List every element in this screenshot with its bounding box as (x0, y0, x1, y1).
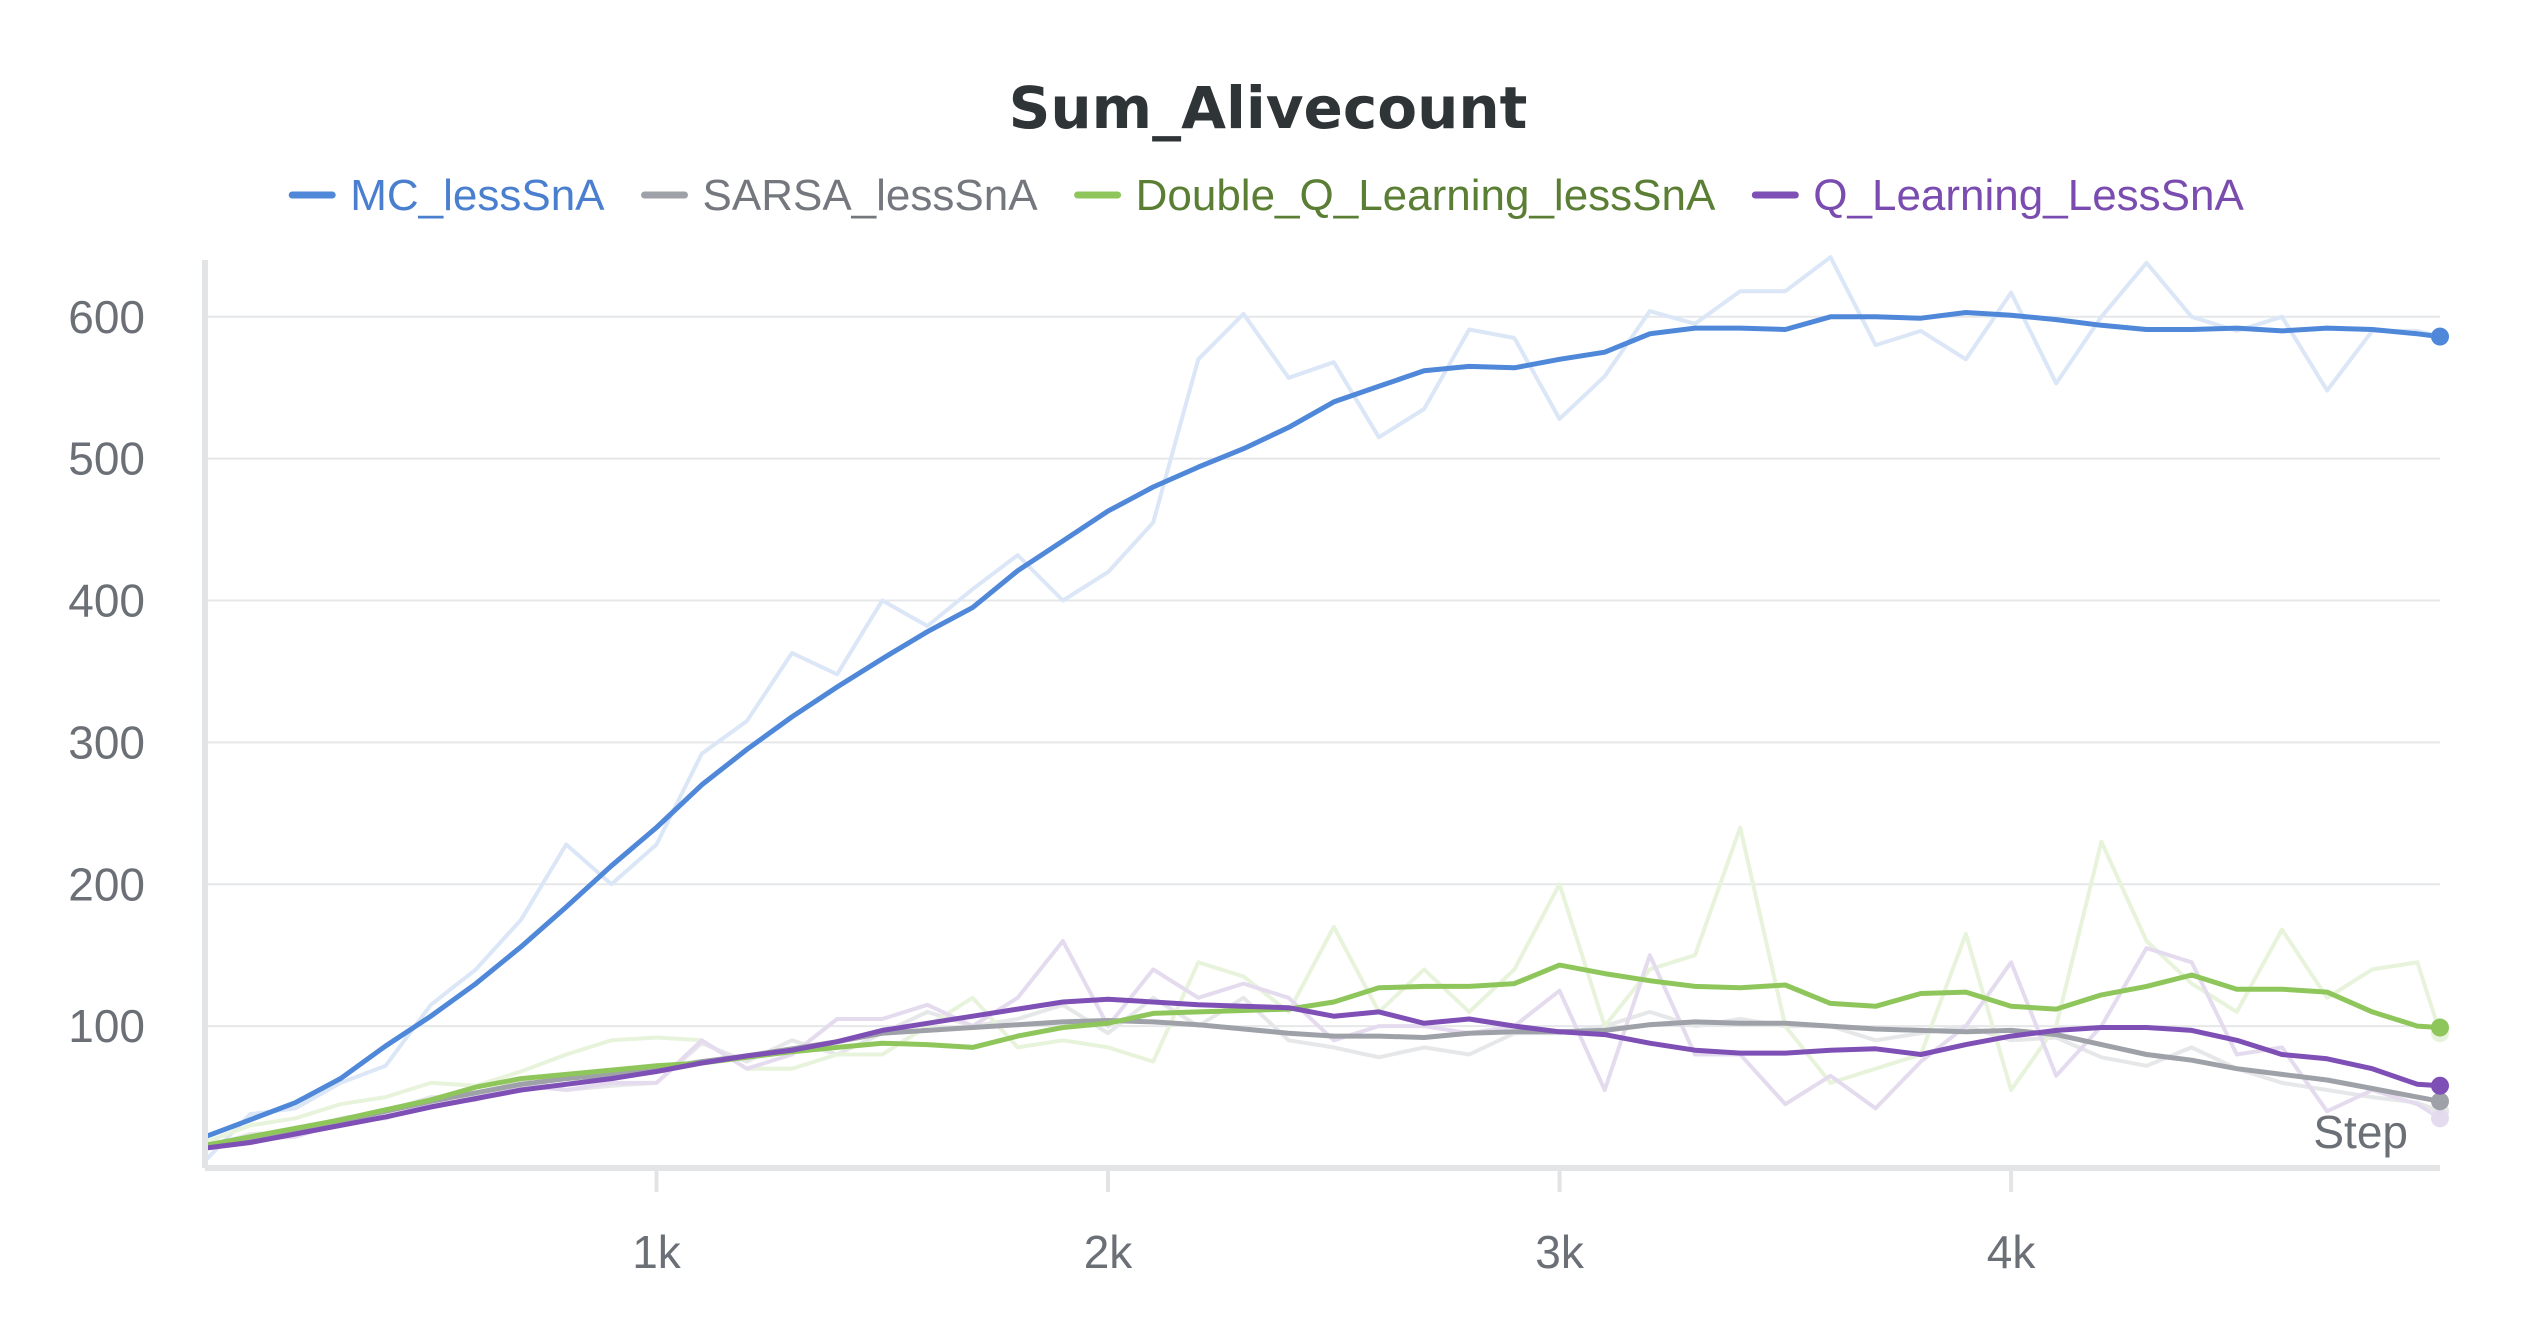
legend-label: MC_lessSnA (350, 171, 605, 220)
axes: 100 200 300 400 500 600 1k 2k 3k 4k (68, 260, 2440, 1278)
y-tick-label: 400 (68, 575, 145, 627)
y-tick-label: 600 (68, 291, 145, 343)
x-tick-label: 1k (632, 1226, 682, 1278)
legend-item-SARSA_lessSnA: SARSA_lessSnA (641, 171, 1039, 220)
chart-title: Sum_Alivecount (1009, 74, 1528, 142)
x-tick-label: 2k (1084, 1226, 1134, 1278)
y-tick-label: 300 (68, 716, 145, 768)
x-tick-label: 4k (1987, 1226, 2037, 1278)
raw-endpoint-Q_Learning_LessSnA (2431, 1109, 2449, 1128)
series-line-SARSA_lessSnA (202, 1018, 2443, 1151)
legend-label: SARSA_lessSnA (703, 171, 1039, 220)
series-line-Double_Q_Learning_lessSnA (202, 962, 2443, 1148)
legend-item-MC_lessSnA: MC_lessSnA (288, 171, 605, 220)
series-endpoint-Q_Learning_LessSnA (2431, 1076, 2449, 1095)
legend-label: Double_Q_Learning_lessSnA (1136, 171, 1716, 220)
series-endpoint-Double_Q_Learning_lessSnA (2431, 1018, 2449, 1037)
y-tick-label: 500 (68, 433, 145, 485)
series-endpoint-MC_lessSnA (2431, 327, 2449, 346)
raw-line-Double_Q_Learning_lessSnA (204, 825, 2442, 1145)
endpoint-markers (2431, 327, 2449, 1128)
series-line-Q_Learning_LessSnA (202, 996, 2443, 1151)
raw-line-MC_lessSnA (203, 255, 2441, 1163)
x-tick-label: 3k (1535, 1226, 1585, 1278)
smoothed-series-group (202, 310, 2443, 1151)
y-tick-label: 200 (68, 858, 145, 910)
y-tick-label: 100 (68, 1000, 145, 1052)
series-endpoint-SARSA_lessSnA (2431, 1092, 2449, 1111)
legend-item-Q_Learning_LessSnA: Q_Learning_LessSnA (1751, 171, 2244, 220)
legend-label: Q_Learning_LessSnA (1813, 171, 2244, 220)
x-axis-label: Step (2313, 1106, 2408, 1158)
legend-item-Double_Q_Learning_lessSnA: Double_Q_Learning_lessSnA (1074, 171, 1716, 220)
grid-lines (205, 315, 2440, 1028)
legend: MC_lessSnA SARSA_lessSnA Double_Q_Learning… (288, 171, 2244, 220)
series-line-MC_lessSnA (202, 310, 2443, 1140)
